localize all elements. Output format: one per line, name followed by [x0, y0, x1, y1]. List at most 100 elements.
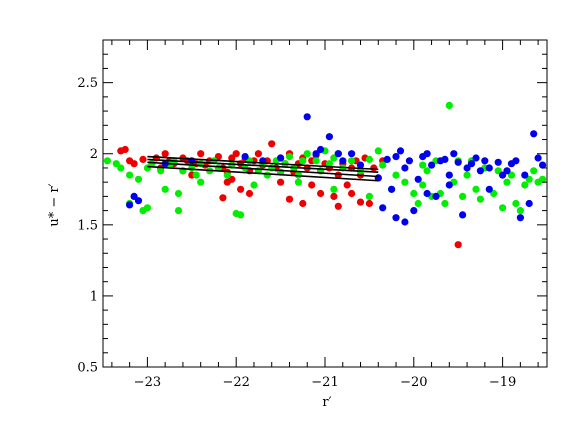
data-point — [410, 207, 418, 215]
data-point — [277, 154, 285, 162]
data-point — [494, 158, 502, 166]
data-point — [268, 140, 276, 148]
data-point — [516, 214, 525, 222]
data-point — [414, 175, 422, 183]
data-point — [254, 150, 262, 158]
data-point — [174, 207, 183, 215]
data-point — [139, 155, 147, 163]
data-point — [299, 157, 307, 165]
y-axis-label: u* − r′ — [47, 183, 62, 226]
data-point — [499, 171, 507, 179]
data-point — [112, 160, 120, 168]
data-point — [419, 161, 427, 169]
data-point — [356, 198, 365, 206]
data-point — [299, 199, 307, 208]
data-point — [530, 130, 538, 138]
data-point — [317, 189, 325, 198]
data-point — [423, 167, 431, 175]
x-tick-label: −22 — [222, 375, 249, 390]
data-point — [379, 204, 387, 212]
data-point — [285, 195, 294, 203]
data-point — [512, 157, 520, 165]
data-point — [339, 157, 347, 165]
data-point — [494, 167, 502, 175]
data-point — [503, 167, 511, 175]
data-point — [312, 157, 320, 165]
data-point — [503, 178, 511, 186]
data-point — [365, 155, 373, 163]
data-point — [392, 171, 400, 179]
data-point — [405, 157, 413, 165]
data-point — [277, 178, 285, 186]
data-point — [197, 150, 205, 158]
data-point — [539, 175, 547, 183]
data-point — [370, 164, 378, 172]
data-point — [419, 181, 427, 189]
data-point — [219, 194, 227, 202]
data-point — [445, 101, 453, 109]
data-point — [463, 171, 471, 179]
data-point — [130, 160, 138, 168]
data-point — [343, 181, 351, 189]
data-point — [348, 150, 356, 158]
fit-line — [147, 165, 379, 182]
data-point — [365, 192, 373, 200]
x-tick-label: −19 — [489, 375, 516, 390]
data-point — [237, 211, 245, 219]
data-point — [516, 207, 525, 215]
data-point — [308, 181, 316, 189]
data-point — [472, 185, 480, 193]
data-point — [303, 150, 311, 158]
y-tick-label: 1.5 — [77, 218, 98, 233]
data-point — [459, 211, 467, 219]
data-point — [534, 154, 542, 162]
data-point — [392, 214, 400, 222]
data-point — [423, 189, 431, 198]
data-point — [423, 150, 431, 158]
data-point — [223, 178, 231, 186]
data-point — [325, 160, 333, 168]
data-point — [237, 185, 245, 193]
data-point — [157, 167, 165, 175]
data-point — [401, 218, 409, 226]
data-point — [454, 158, 462, 166]
data-point — [263, 171, 271, 179]
data-point — [334, 202, 342, 210]
data-point — [250, 181, 258, 189]
data-point — [121, 145, 129, 154]
data-point — [241, 153, 249, 161]
data-point — [312, 150, 320, 158]
data-point — [325, 133, 333, 141]
fit-lines-layer — [147, 155, 379, 182]
x-tick-label: −20 — [400, 375, 427, 390]
data-point — [379, 161, 387, 169]
x-tick-label: −21 — [311, 375, 338, 390]
data-point — [228, 154, 236, 162]
data-point — [463, 164, 471, 172]
data-point — [401, 164, 409, 172]
data-point — [330, 154, 338, 162]
plot-frame — [102, 39, 548, 368]
data-point — [530, 167, 538, 175]
data-point — [161, 185, 169, 193]
data-point — [512, 199, 520, 208]
data-point — [223, 171, 231, 179]
ticks-layer: −23 −22 −21 −20 −19 0.5 1 1.5 2 2.5 — [77, 39, 547, 390]
data-point — [348, 189, 356, 198]
data-point — [450, 150, 458, 158]
data-point — [414, 199, 422, 208]
data-point — [317, 145, 325, 154]
data-point — [374, 147, 382, 155]
data-point — [117, 164, 125, 172]
data-point — [392, 153, 400, 161]
data-point — [126, 171, 134, 179]
y-tick-label: 0.5 — [77, 361, 98, 376]
data-point — [245, 189, 254, 198]
data-point — [485, 185, 493, 193]
data-point — [467, 160, 476, 168]
x-axis-label: r′ — [322, 395, 331, 410]
data-point — [285, 153, 294, 161]
data-point — [459, 192, 467, 200]
data-point — [396, 147, 405, 155]
fit-line — [147, 161, 379, 178]
